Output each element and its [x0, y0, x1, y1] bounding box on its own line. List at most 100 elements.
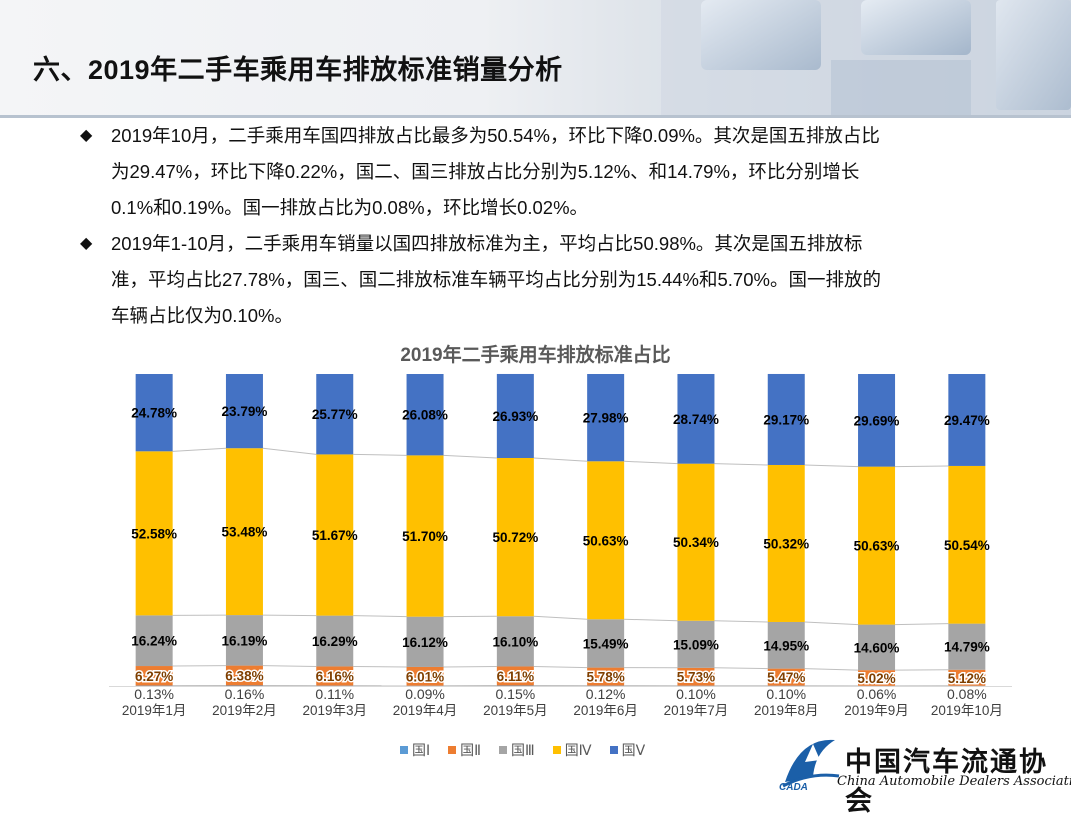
bar-segment	[587, 619, 624, 667]
bar-segment	[407, 455, 444, 616]
data-label: 6.27%	[135, 669, 173, 684]
legend-swatch	[400, 746, 408, 754]
data-label: 0.10%	[676, 686, 716, 702]
bullet-line: 0.1%和0.19%。国一排放占比为0.08%，环比增长0.02%。	[111, 190, 1030, 226]
bar-segment	[948, 624, 985, 670]
diamond-bullet-icon: ◆	[80, 118, 92, 154]
bullet-line: 准，平均占比27.78%，国三、国二排放标准车辆平均占比分别为15.44%和5.…	[111, 262, 1030, 298]
series-connector-line	[714, 668, 767, 669]
bar-segment	[136, 666, 173, 686]
bar-segment	[858, 374, 895, 467]
data-label: 28.74%	[673, 412, 719, 427]
legend-label: 国Ⅳ	[565, 740, 592, 760]
bar-segment	[316, 374, 353, 454]
legend-label: 国Ⅴ	[622, 740, 646, 760]
series-connector-line	[624, 461, 677, 463]
data-label: 29.69%	[854, 413, 900, 428]
data-label-halo: 6.16%	[316, 669, 354, 684]
data-label: 0.10%	[766, 686, 806, 702]
legend-item: 国Ⅲ	[499, 740, 535, 760]
bar-segment	[497, 666, 534, 685]
data-label: 15.09%	[673, 637, 719, 652]
data-label: 0.09%	[405, 686, 445, 702]
series-connector-line	[353, 616, 406, 617]
series-connector-line	[353, 454, 406, 455]
data-label: 16.19%	[222, 633, 268, 648]
logo-english-name: China Automobile Dealers Association	[837, 774, 1071, 789]
data-label: 0.13%	[134, 686, 174, 702]
bar-segment	[497, 374, 534, 458]
data-label: 50.63%	[583, 533, 629, 548]
x-tick-label: 2019年7月	[664, 703, 729, 718]
data-label-halo: 5.47%	[767, 670, 805, 685]
data-label: 23.79%	[222, 404, 268, 419]
bullet-line: 为29.47%，环比下降0.22%，国二、国三排放占比分别为5.12%、和14.…	[111, 154, 1030, 190]
data-label: 6.11%	[497, 669, 535, 684]
legend-swatch	[610, 746, 618, 754]
bullet-item-1: ◆ 2019年10月，二手乘用车国四排放占比最多为50.54%，环比下降0.09…	[80, 118, 1030, 226]
data-label: 26.08%	[402, 408, 448, 423]
chart-title: 2019年二手乘用车排放标准占比	[0, 340, 1071, 367]
series-connector-line	[263, 615, 316, 616]
data-label: 16.29%	[312, 634, 358, 649]
data-label: 16.24%	[131, 634, 177, 649]
logo-abbreviation: CADA	[779, 782, 808, 793]
bar-segment	[407, 667, 444, 686]
series-connector-line	[534, 666, 587, 667]
data-label: 51.67%	[312, 528, 358, 543]
bar-segment	[677, 621, 714, 668]
data-label: 5.78%	[587, 670, 625, 685]
bar-segment	[948, 466, 985, 624]
legend-item: 国Ⅳ	[553, 740, 592, 760]
bullet-line: 车辆占比仅为0.10%。	[111, 298, 1030, 334]
series-connector-line	[353, 666, 406, 667]
x-tick-label: 2019年9月	[844, 703, 909, 718]
bullet-line: 2019年1-10月，二手乘用车销量以国四排放标准为主，平均占比50.98%。其…	[111, 226, 1030, 262]
data-label: 14.95%	[763, 638, 809, 653]
data-label: 6.01%	[406, 669, 444, 684]
data-label: 50.63%	[854, 539, 900, 554]
bar-segment	[948, 374, 985, 466]
data-label: 50.34%	[673, 535, 719, 550]
data-label: 53.48%	[222, 525, 268, 540]
bullet-list: ◆ 2019年10月，二手乘用车国四排放占比最多为50.54%，环比下降0.09…	[80, 118, 1030, 334]
x-tick-label: 2019年2月	[212, 703, 277, 718]
data-label-halo: 5.12%	[948, 671, 986, 686]
bar-segment	[858, 670, 895, 686]
bullet-item-2: ◆ 2019年1-10月，二手乘用车销量以国四排放标准为主，平均占比50.98%…	[80, 226, 1030, 334]
series-connector-line	[895, 624, 948, 625]
x-tick-label: 2019年5月	[483, 703, 548, 718]
bar-segment	[587, 461, 624, 619]
data-label: 6.38%	[225, 669, 263, 684]
data-label: 50.32%	[763, 536, 809, 551]
bar-segment	[226, 615, 263, 666]
x-tick-label: 2019年8月	[754, 703, 819, 718]
diamond-bullet-icon: ◆	[80, 226, 92, 262]
data-label: 14.60%	[854, 640, 900, 655]
series-connector-line	[263, 666, 316, 667]
legend-swatch	[553, 746, 561, 754]
legend-label: 国Ⅱ	[460, 740, 481, 760]
data-label: 5.73%	[677, 670, 715, 685]
bar-segment	[226, 374, 263, 448]
data-label: 27.98%	[583, 411, 629, 426]
series-connector-line	[173, 448, 226, 451]
data-label: 0.16%	[225, 686, 265, 702]
data-label-halo: 6.27%	[135, 669, 173, 684]
series-connector-line	[714, 464, 767, 465]
header-decoration-image	[661, 0, 1071, 118]
data-label: 50.72%	[492, 530, 538, 545]
series-connector-line	[714, 621, 767, 622]
data-label: 26.93%	[492, 409, 538, 424]
series-connector-line	[263, 448, 316, 454]
data-label: 5.12%	[948, 671, 986, 686]
data-label: 0.06%	[857, 686, 897, 702]
x-tick-label: 2019年4月	[393, 703, 458, 718]
legend-swatch	[499, 746, 507, 754]
data-label: 0.08%	[947, 686, 987, 702]
header-banner: 六、2019年二手车乘用车排放标准销量分析	[0, 0, 1071, 118]
series-connector-line	[805, 622, 858, 625]
data-label: 16.10%	[492, 634, 538, 649]
data-label: 5.47%	[767, 670, 805, 685]
bar-segment	[677, 464, 714, 621]
